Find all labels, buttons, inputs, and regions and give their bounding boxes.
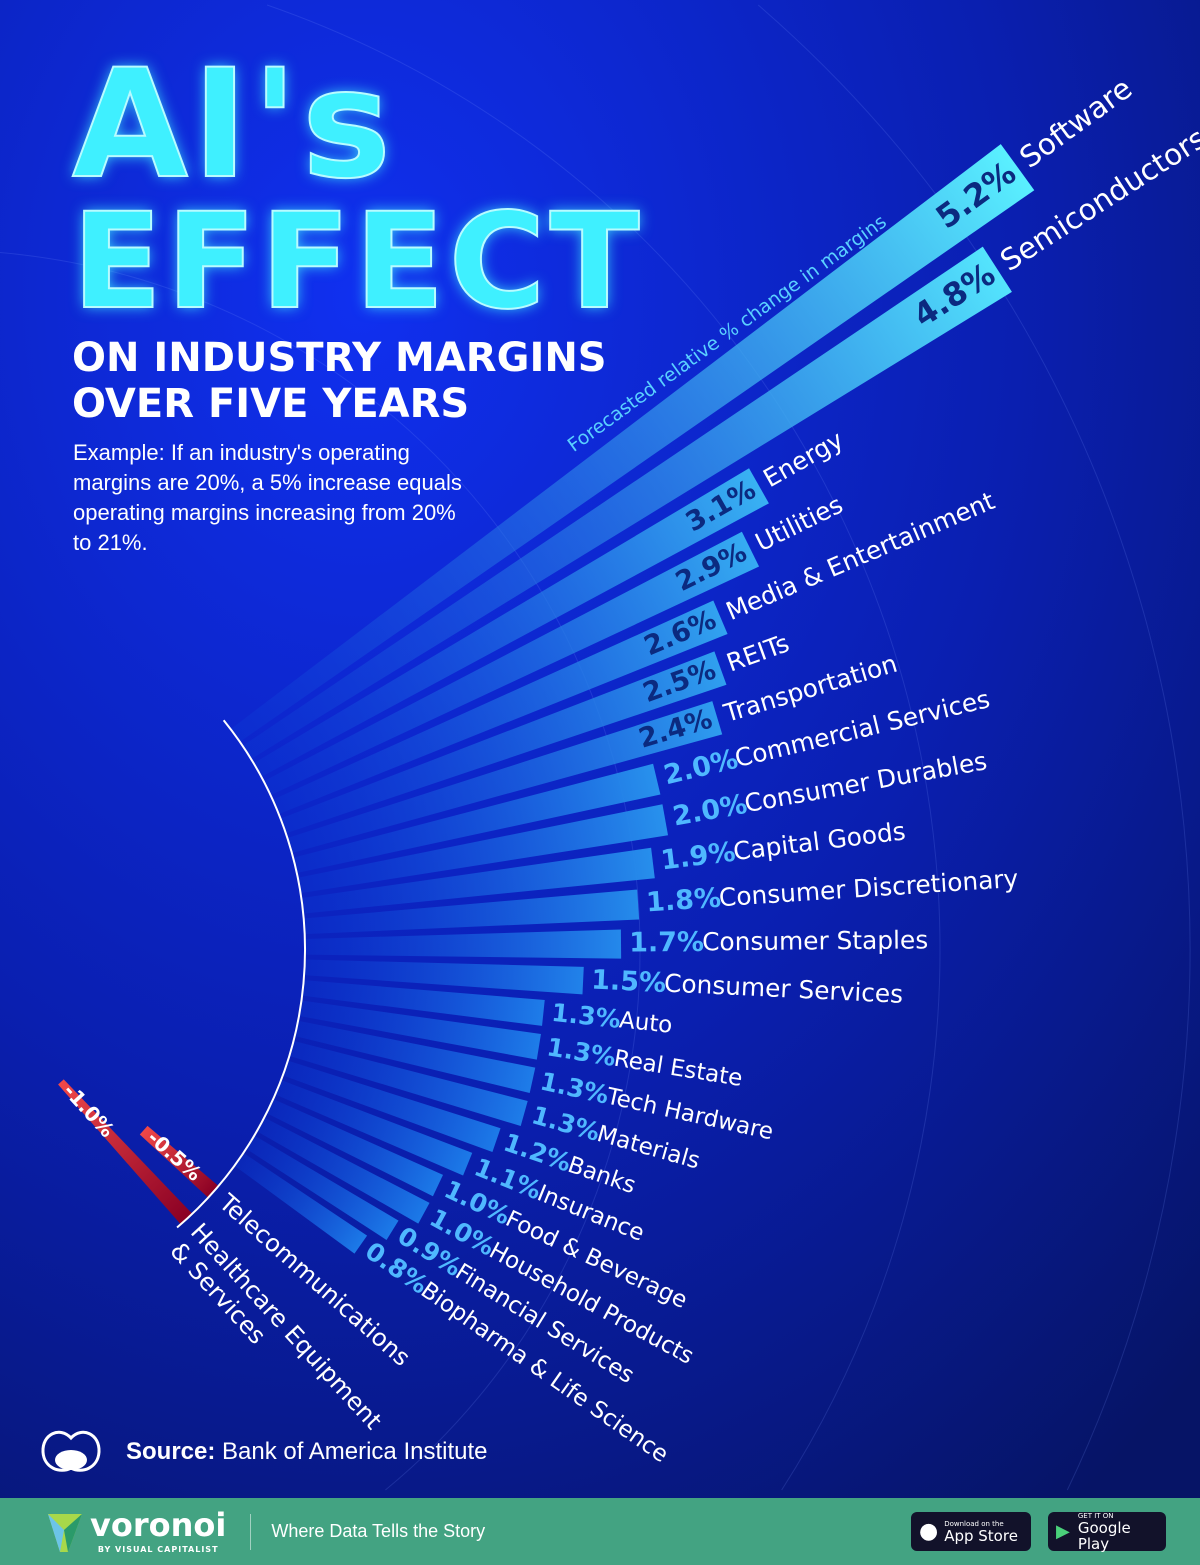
bar-financial-services	[246, 1135, 399, 1240]
brand-by: BY VISUAL CAPITALIST	[97, 1545, 219, 1554]
bar-capital-goods	[301, 847, 655, 914]
title-line-2: EFFECT	[71, 185, 644, 339]
bar-consumer-services	[304, 959, 584, 995]
value-label: 1.8%	[645, 883, 722, 919]
bar-biopharma-life-science	[234, 1152, 368, 1254]
bar-materials	[289, 1040, 528, 1127]
source: Source: Bank of America Institute	[40, 1428, 488, 1476]
bar-energy	[253, 468, 769, 777]
bar-commercial-services	[293, 763, 661, 873]
google-play-big: Google Play	[1077, 1518, 1131, 1553]
bar-media-entertainment	[272, 600, 728, 815]
voronoi-logo-icon	[48, 1513, 82, 1552]
bar-healthcare-equipment-services	[58, 1079, 193, 1225]
footer: voronoi BY VISUAL CAPITALIST Where Data …	[0, 1498, 1200, 1565]
bar-utilities	[263, 531, 760, 796]
google-play-small: GET IT ON	[1077, 1511, 1114, 1520]
title-block: AI's EFFECT	[71, 38, 644, 339]
google-play-icon: ▶	[1056, 1521, 1070, 1542]
bar-banks	[282, 1060, 501, 1153]
bar-tech-hardware	[294, 1020, 536, 1094]
source-label: Source:	[126, 1438, 216, 1465]
baseline-arc	[176, 719, 306, 1229]
google-play-button[interactable]: ▶ GET IT ON Google Play	[1048, 1511, 1166, 1553]
category-label: Consumer Staples	[702, 925, 928, 956]
bar-telecommunications	[139, 1125, 219, 1198]
bar-consumer-durables	[297, 804, 669, 894]
footer-divider	[250, 1513, 252, 1550]
guide-arc	[266, 4, 941, 1491]
tagline: Where Data Tells the Story	[271, 1521, 486, 1541]
bar-food-beverage	[266, 1098, 444, 1197]
app-store-button[interactable]: ● Download on the App Store	[911, 1512, 1031, 1551]
value-label: 1.5%	[591, 965, 667, 1000]
bar-software	[230, 144, 1035, 742]
bar-real-estate	[298, 1000, 541, 1060]
subtitle: ON INDUSTRY MARGINS OVER FIVE YEARS	[72, 335, 607, 427]
value-label: 1.7%	[629, 927, 704, 959]
brand-name: voronoi	[90, 1506, 227, 1544]
bar-consumer-staples	[304, 929, 622, 959]
apple-icon: ●	[919, 1519, 939, 1544]
value-label: 1.3%	[550, 998, 622, 1034]
bar-insurance	[275, 1079, 473, 1176]
voronoi-brand[interactable]: voronoi BY VISUAL CAPITALIST	[46, 1509, 226, 1554]
title-line-1: AI's	[71, 38, 396, 212]
bar-transportation	[287, 701, 723, 854]
bar-household-products	[256, 1117, 430, 1224]
bar-reits	[280, 651, 727, 834]
visual-capitalist-logo-icon	[41, 1430, 101, 1472]
example-note: Example: If an industry's operating marg…	[73, 440, 462, 555]
bar-consumer-discretionary	[303, 889, 640, 935]
category-label: Auto	[618, 1007, 674, 1038]
guide-arc	[757, 4, 1191, 1491]
app-store-small: Download on the	[944, 1519, 1004, 1528]
source-text: Bank of America Institute	[222, 1438, 488, 1465]
bar-auto	[302, 980, 545, 1026]
bar-semiconductors	[242, 246, 1012, 760]
app-store-big: App Store	[944, 1526, 1018, 1545]
